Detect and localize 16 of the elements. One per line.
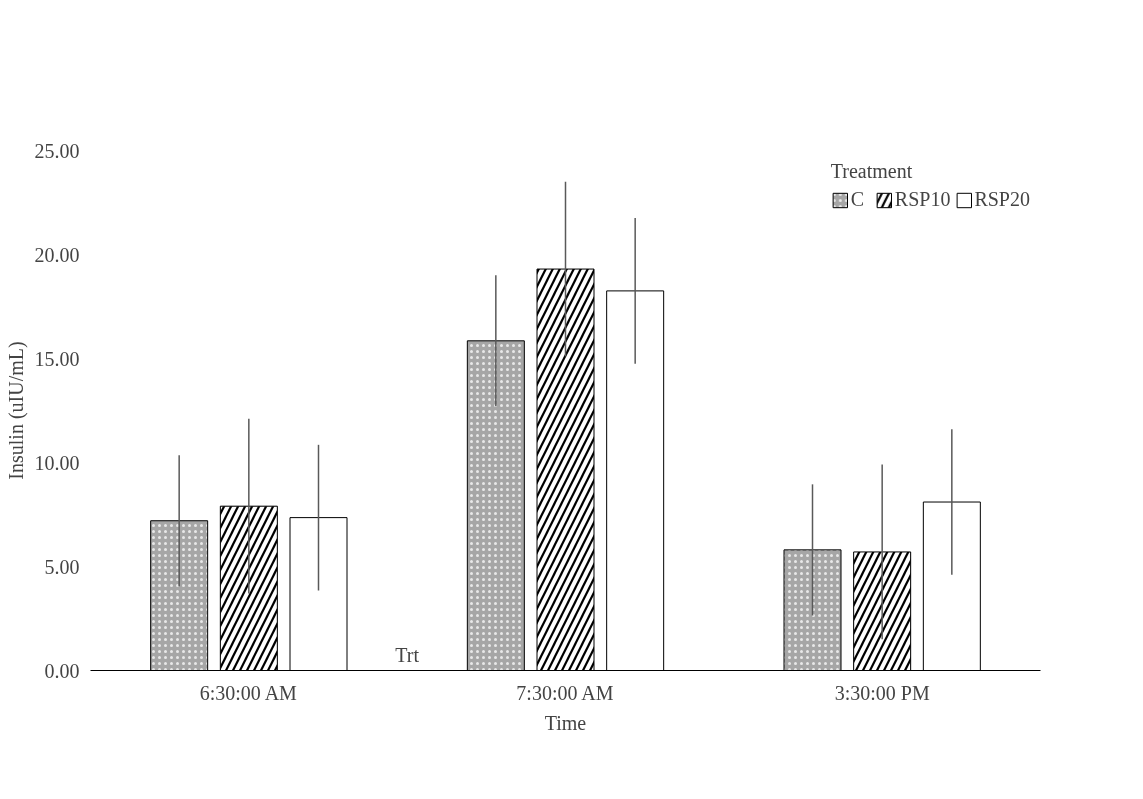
x-tick-label: 7:30:00 AM (516, 681, 614, 704)
legend-label: RSP10 (894, 188, 951, 211)
y-tick-label: 0.00 (44, 659, 80, 682)
y-axis-title: Insulin (uIU/mL) (4, 341, 28, 480)
legend-title: Treatment (830, 160, 914, 183)
y-tick-label: 15.00 (34, 347, 80, 370)
y-tick-label: 5.00 (44, 555, 80, 578)
x-tick-label: 3:30:00 PM (834, 681, 930, 704)
x-axis-title: Time (544, 711, 587, 734)
annotation: Trt (395, 644, 420, 667)
legend-label: RSP20 (974, 188, 1030, 211)
x-tick-label: 6:30:00 AM (199, 681, 298, 704)
legend-label: C (850, 188, 866, 211)
y-tick-label: 10.00 (34, 451, 80, 474)
y-tick-label: 25.00 (34, 139, 80, 162)
y-tick-label: 20.00 (34, 243, 80, 266)
